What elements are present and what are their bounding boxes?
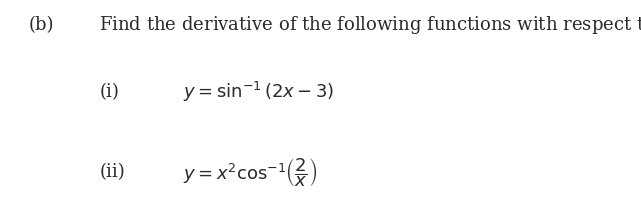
Text: $y = \sin^{-1}(2x-3)$: $y = \sin^{-1}(2x-3)$ <box>183 80 334 104</box>
Text: (b): (b) <box>29 16 54 34</box>
Text: (ii): (ii) <box>99 163 125 181</box>
Text: Find the derivative of the following functions with respect to $x$ .: Find the derivative of the following fun… <box>99 14 641 36</box>
Text: $y = x^2 \cos^{-1}\!\left(\dfrac{2}{x}\right)$: $y = x^2 \cos^{-1}\!\left(\dfrac{2}{x}\r… <box>183 156 317 189</box>
Text: (i): (i) <box>99 83 119 101</box>
